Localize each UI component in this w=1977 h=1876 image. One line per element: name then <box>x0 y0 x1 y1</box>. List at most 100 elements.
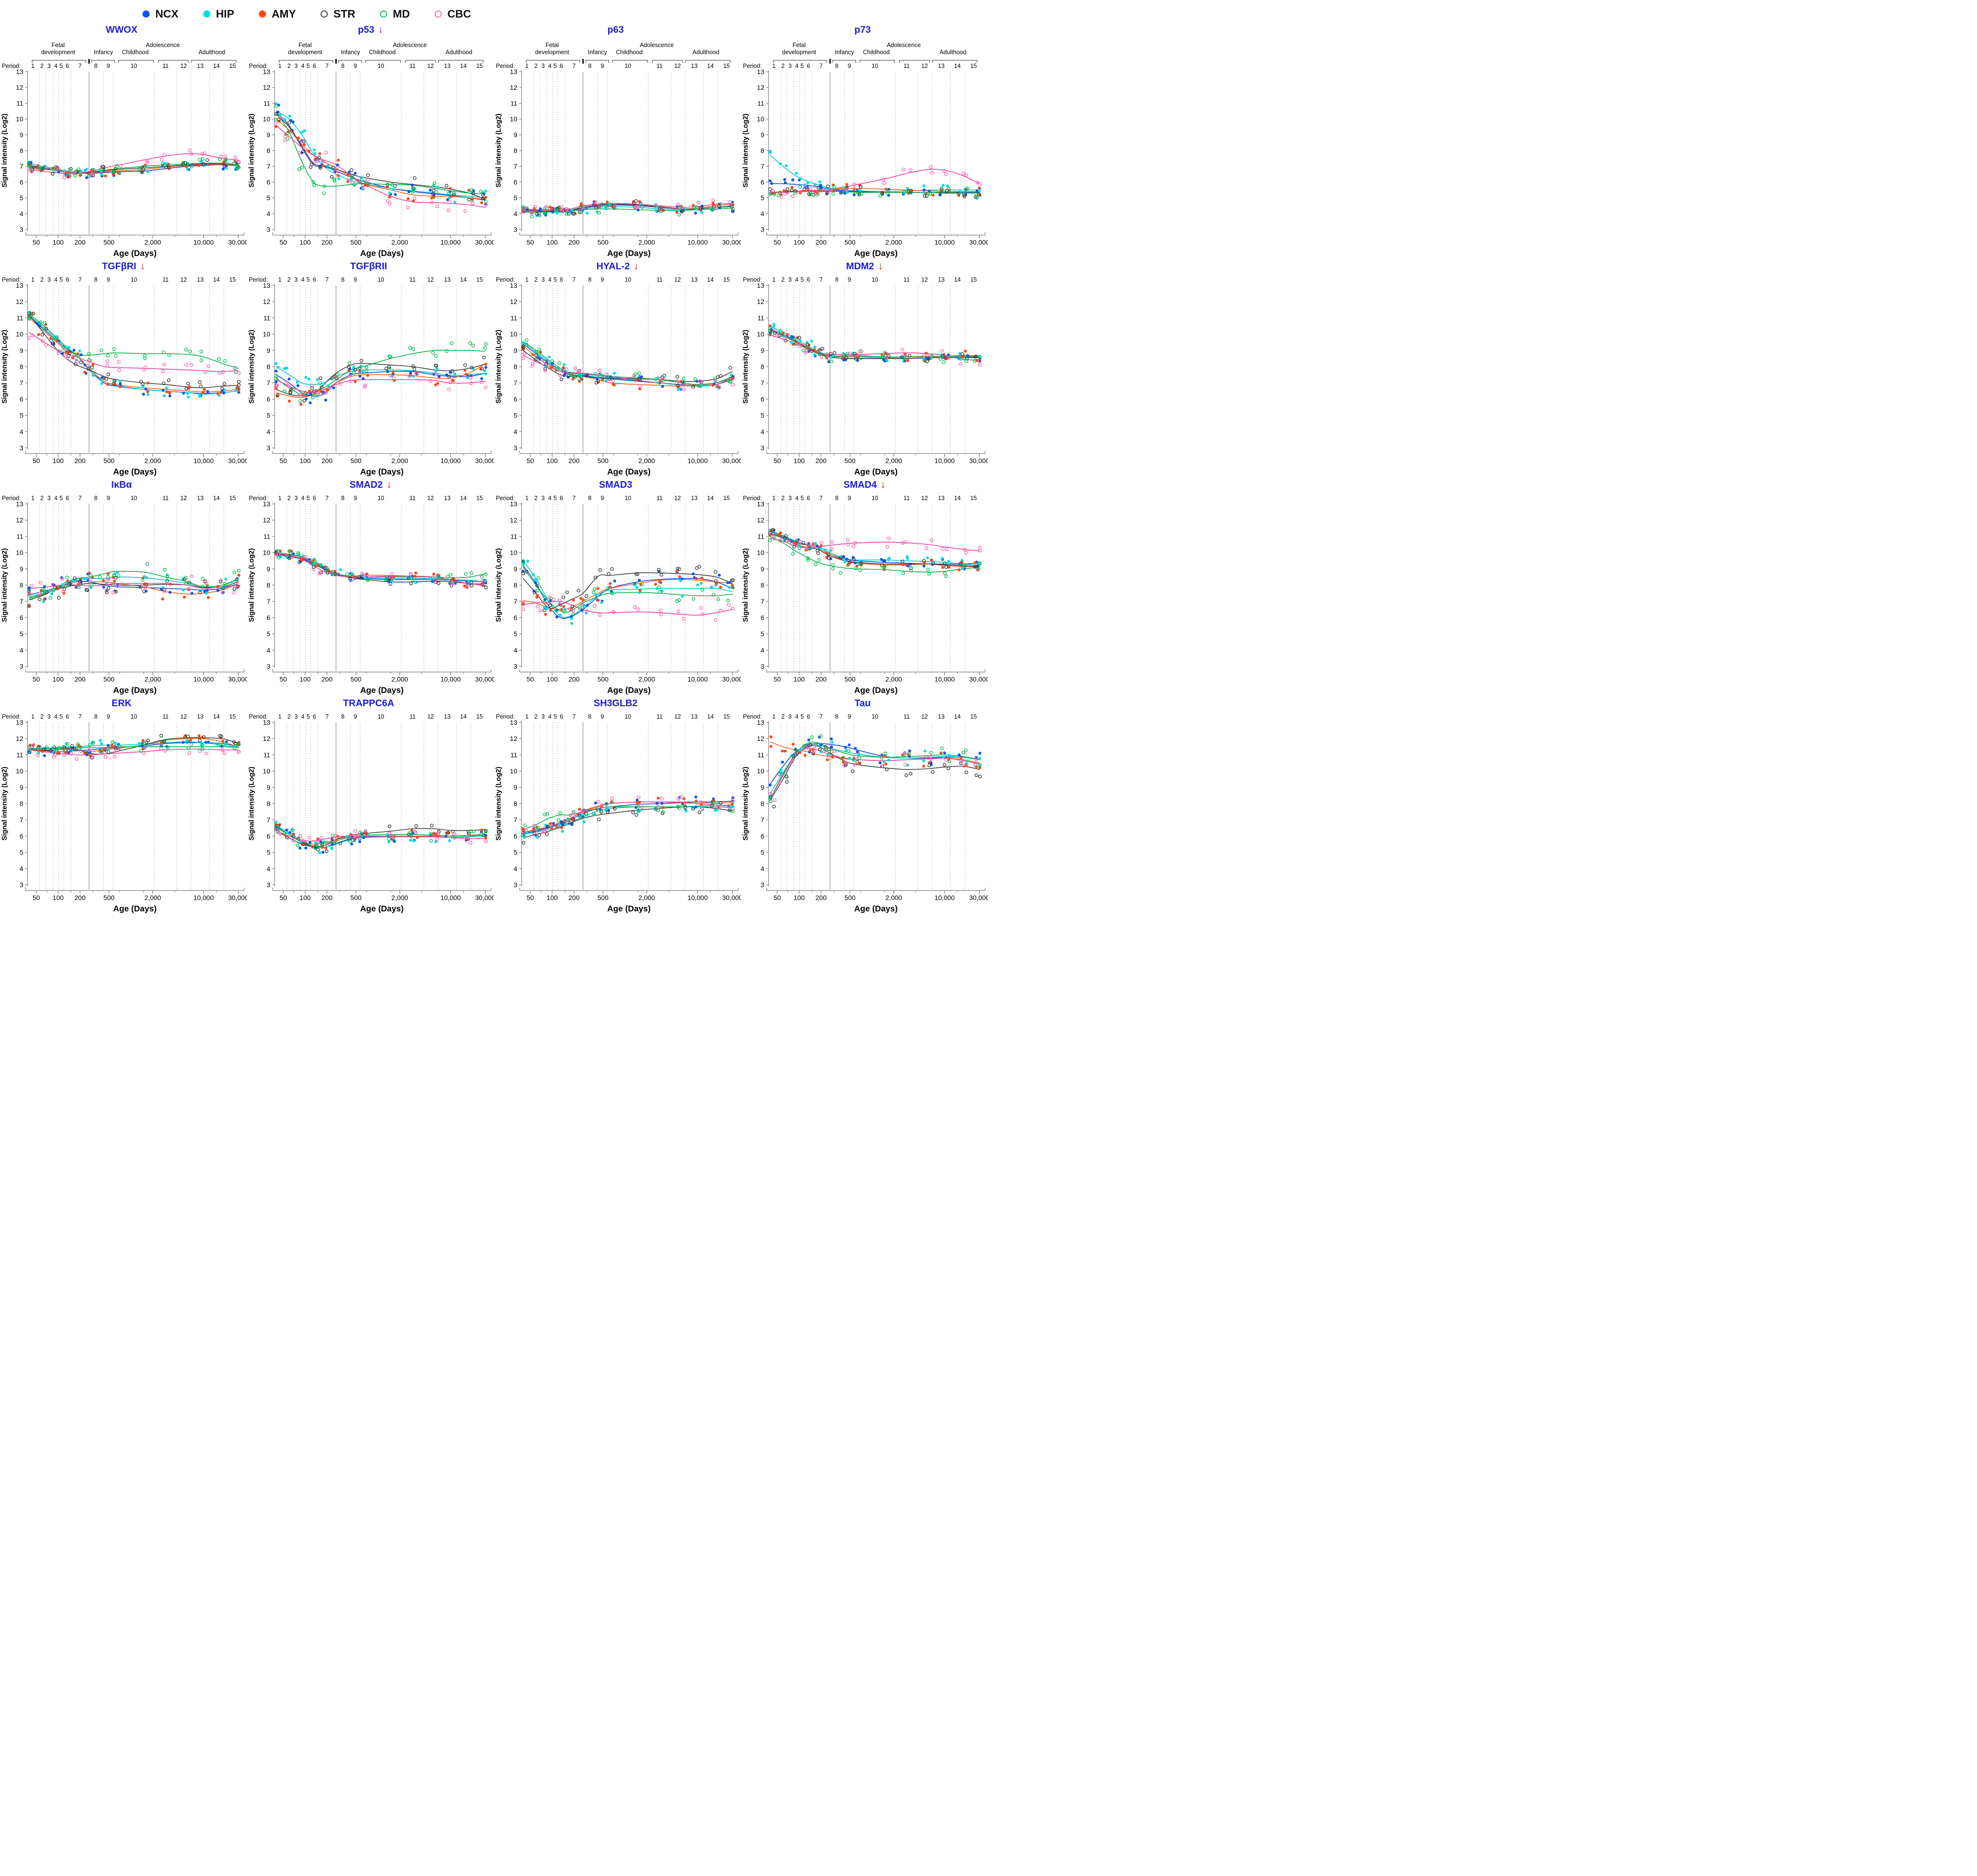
data-point <box>820 750 823 754</box>
data-point <box>100 382 104 385</box>
data-point <box>388 824 391 828</box>
data-point <box>115 584 120 588</box>
data-point <box>198 749 202 753</box>
svg-text:5: 5 <box>800 495 804 502</box>
data-point <box>222 751 227 755</box>
data-point <box>75 360 79 363</box>
svg-text:8: 8 <box>588 495 591 502</box>
data-point <box>769 532 773 536</box>
svg-text:8: 8 <box>94 63 97 69</box>
data-point <box>322 164 325 167</box>
chart-svg: Period: 1 2 3 4 5 6 7 8 9 10 11 12 13 14 15345678910111… <box>495 495 742 695</box>
data-point <box>798 748 802 751</box>
svg-text:2,000: 2,000 <box>391 457 408 464</box>
svg-text:12: 12 <box>263 516 270 524</box>
data-point <box>711 198 715 202</box>
svg-text:Adolescence: Adolescence <box>640 42 674 48</box>
data-point <box>91 374 95 377</box>
svg-text:5: 5 <box>306 713 310 720</box>
data-point <box>198 163 201 167</box>
data-point <box>471 201 475 206</box>
data-point <box>841 186 846 190</box>
data-point <box>858 568 862 572</box>
data-point <box>525 569 529 574</box>
data-point <box>162 350 166 354</box>
data-point <box>532 573 535 577</box>
data-point <box>141 382 145 386</box>
svg-text:100: 100 <box>53 238 64 246</box>
data-point <box>692 597 695 601</box>
data-point <box>884 188 888 191</box>
chart-panel-p63: p63 Fetal development Adolescence Infancy Chi… <box>494 23 742 260</box>
data-point <box>973 763 977 767</box>
data-point <box>320 385 324 389</box>
data-point <box>880 355 884 359</box>
data-point <box>321 846 324 849</box>
data-point <box>307 377 311 381</box>
svg-text:6: 6 <box>807 495 810 502</box>
chart-panel-smad2: SMAD2 ↓ Period: 1 2 3 4 5 6 7 8 9 10 11 12 13 14 15 3 4 5 6 7 8… <box>247 478 495 697</box>
svg-text:Adolescence: Adolescence <box>393 42 427 48</box>
data-point <box>931 193 935 197</box>
data-point <box>73 352 76 356</box>
svg-text:10: 10 <box>131 63 137 69</box>
data-point <box>184 576 188 580</box>
data-point <box>731 807 735 811</box>
data-point <box>831 567 835 570</box>
svg-text:Age (Days): Age (Days) <box>113 467 156 476</box>
data-point <box>713 618 718 622</box>
data-point <box>682 376 686 380</box>
svg-text:1: 1 <box>772 495 776 502</box>
svg-text:13: 13 <box>197 63 204 69</box>
data-point <box>852 182 856 187</box>
data-point <box>274 121 278 124</box>
data-point <box>656 568 661 572</box>
data-point <box>480 201 484 204</box>
chart-title-row: IκBα <box>0 478 247 492</box>
svg-text:100: 100 <box>794 238 805 246</box>
svg-text:100: 100 <box>53 457 64 464</box>
data-point <box>52 745 56 749</box>
data-point <box>768 329 772 332</box>
svg-text:6: 6 <box>313 276 316 283</box>
data-point <box>606 204 610 208</box>
svg-text:Adulthood: Adulthood <box>940 49 966 56</box>
data-point <box>847 351 852 356</box>
data-point <box>535 596 539 599</box>
data-point <box>858 761 862 765</box>
chart-panel-tgfbri: TGFβRI ↓ Period: 1 2 3 4 5 6 7 8 9 10 11 12 13 14 15 3 4 5 6 7… <box>0 260 248 478</box>
data-point <box>858 189 862 192</box>
data-point <box>944 356 948 360</box>
svg-text:11: 11 <box>903 63 910 69</box>
svg-text:Period:: Period: <box>743 713 762 720</box>
svg-text:Signal intensity (Log2): Signal intensity (Log2) <box>248 330 256 404</box>
svg-text:13: 13 <box>510 719 517 726</box>
data-point <box>72 747 76 751</box>
data-point <box>414 824 418 828</box>
svg-text:Period:: Period: <box>2 713 21 720</box>
data-point <box>352 575 356 579</box>
svg-text:13: 13 <box>691 63 698 69</box>
data-point <box>637 208 640 212</box>
data-point <box>730 803 734 806</box>
chart-svg: Period: 1 2 3 4 5 6 7 8 9 10 11 12 13 14 15345678910111… <box>495 276 742 476</box>
data-point <box>200 157 205 161</box>
data-point <box>731 203 735 207</box>
data-point <box>858 349 862 353</box>
data-point <box>388 191 391 195</box>
data-point <box>167 162 170 166</box>
data-point <box>118 164 123 168</box>
svg-text:1: 1 <box>772 63 776 69</box>
data-point <box>900 355 904 359</box>
svg-text:50: 50 <box>773 675 781 683</box>
data-point <box>579 205 582 209</box>
data-point <box>448 573 453 577</box>
data-point <box>560 205 563 209</box>
svg-text:3: 3 <box>266 663 270 670</box>
svg-text:14: 14 <box>460 63 467 69</box>
svg-text:10,000: 10,000 <box>193 675 214 683</box>
svg-text:7: 7 <box>19 379 23 387</box>
data-point <box>727 603 731 607</box>
data-point <box>318 570 323 575</box>
data-point <box>105 590 109 594</box>
